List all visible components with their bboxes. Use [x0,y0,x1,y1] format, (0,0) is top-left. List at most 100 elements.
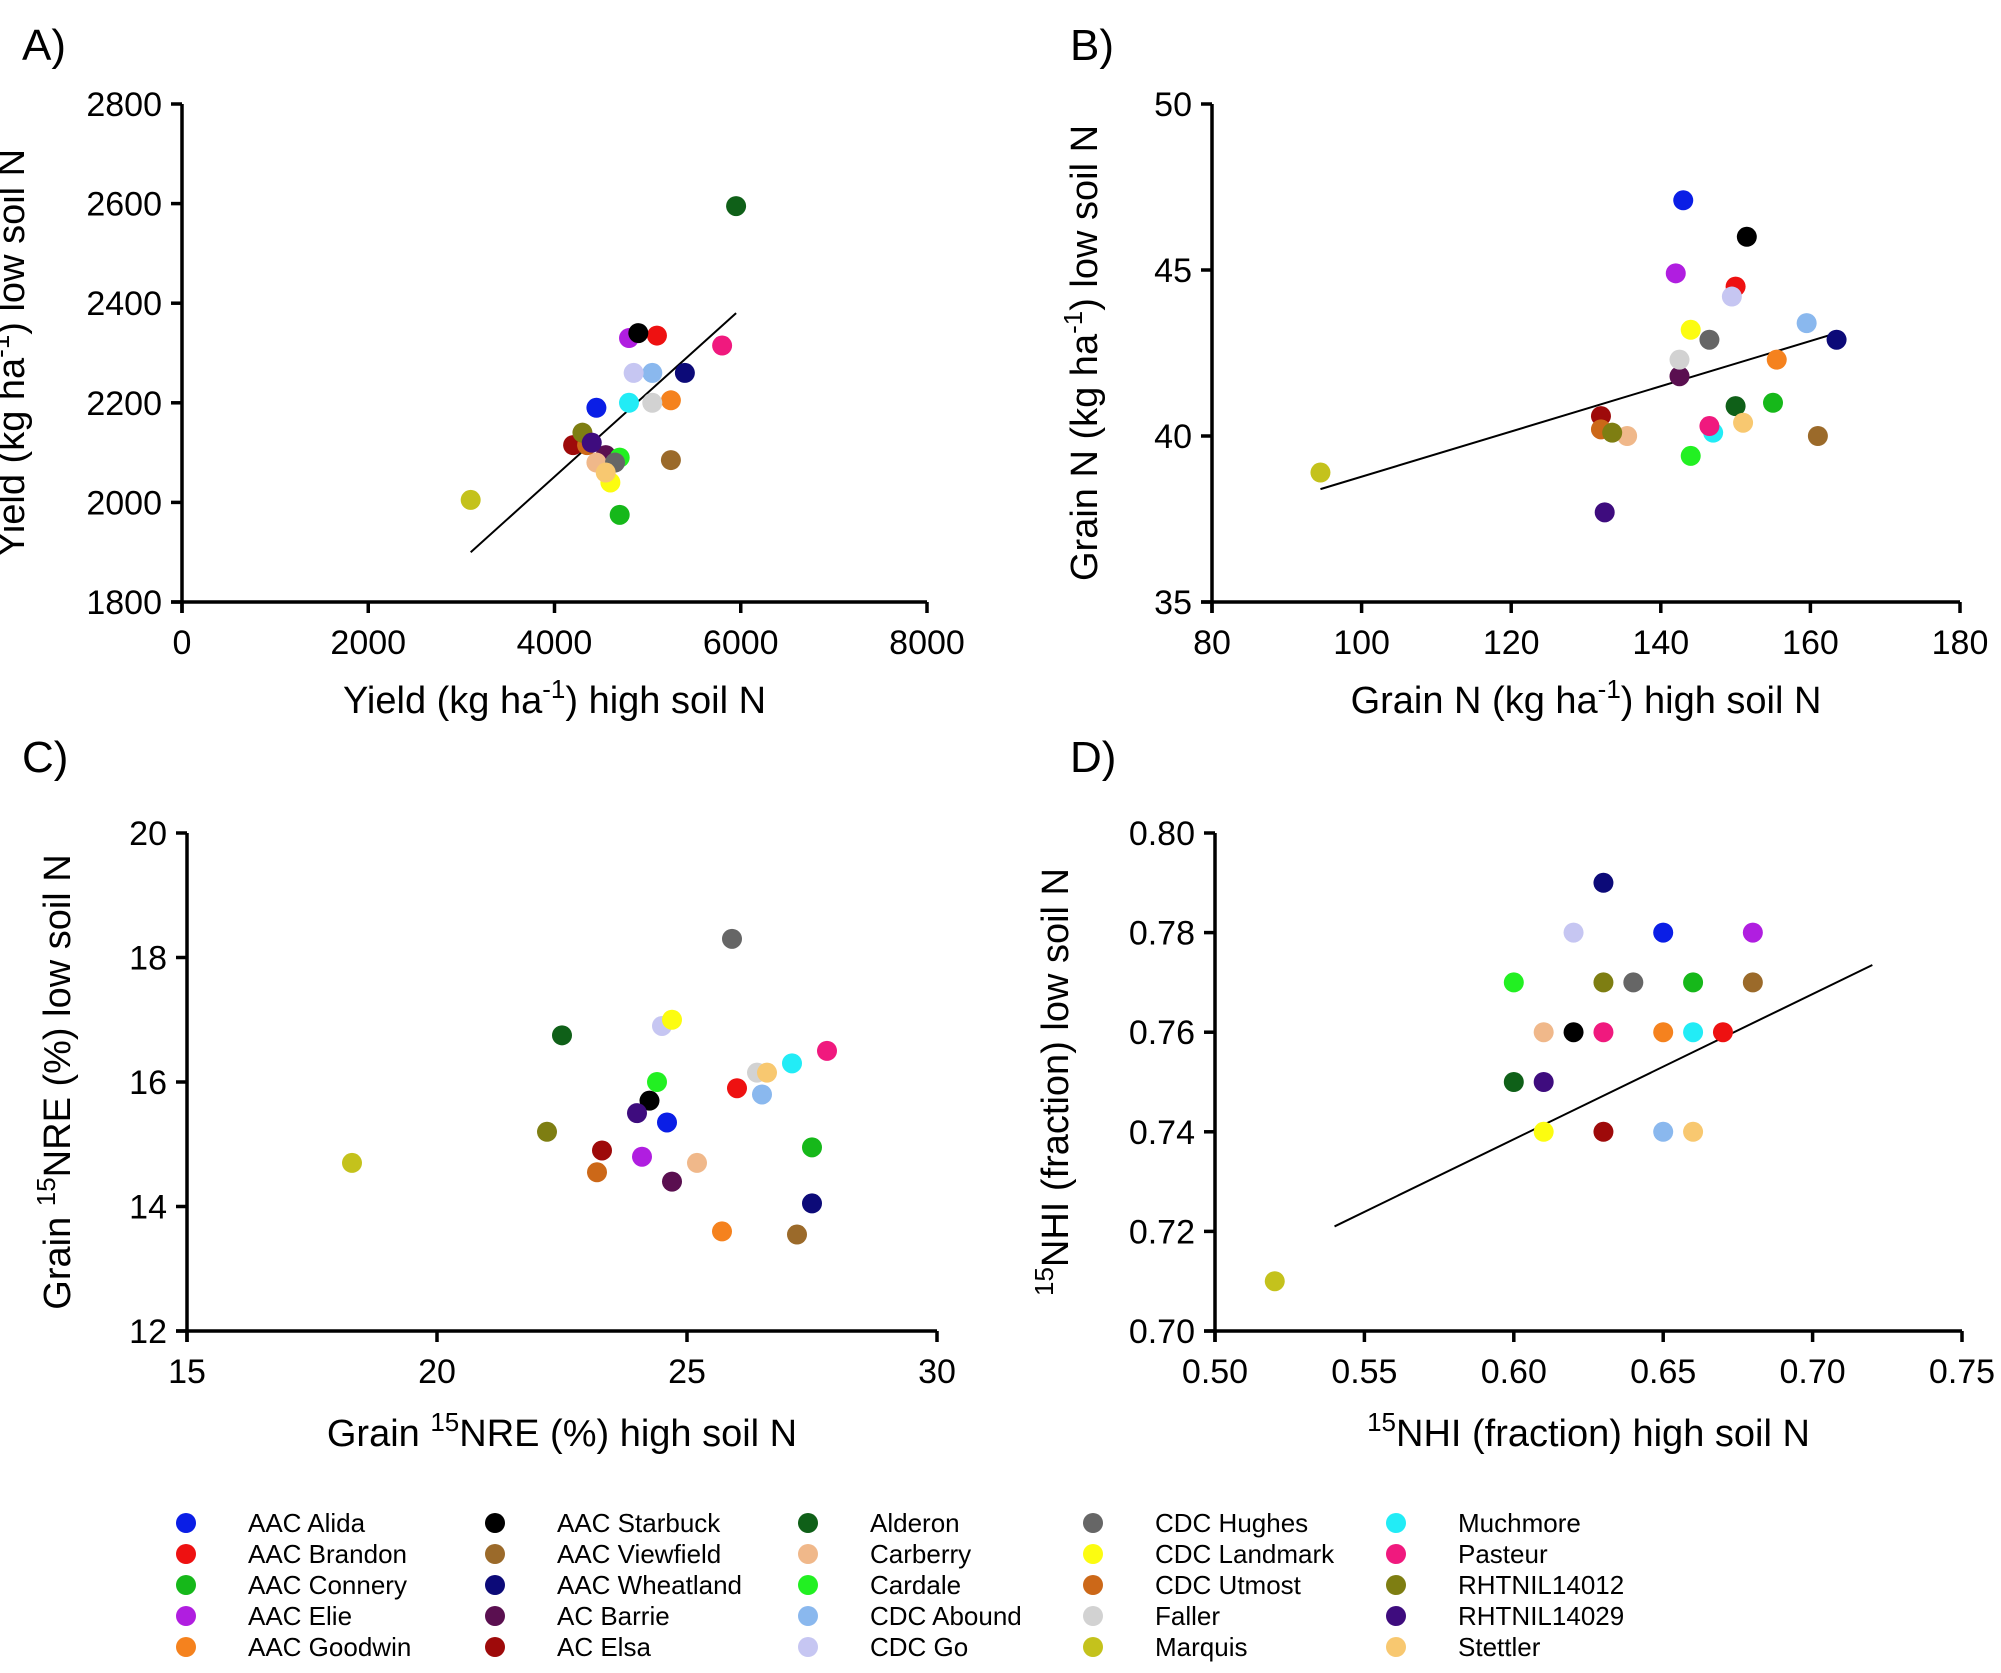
x-tick-label: 0 [173,624,192,662]
legend-item-alderon: Alderon [798,1508,960,1538]
point-aac-wheatland [1593,872,1614,893]
point-rhtnil14029 [627,1103,647,1124]
point-alderon [1503,1072,1524,1092]
point-stettler [595,462,616,483]
legend-label: AAC Starbuck [557,1508,721,1538]
y-axis-title: Grain 15NRE (%) low soil N [31,854,79,1309]
y-tick-label: 2600 [86,186,162,224]
y-tick-label: 1800 [86,584,162,622]
legend-item-muchmore: Muchmore [1386,1508,1581,1538]
panel-d: D) 0.70 0.72 0.74 0.76 0.78 0.80 0.50 0.55 0.60 0.… [1029,733,1995,1455]
x-axis-title: Grain N (kg ha-1) high soil N [1351,674,1822,722]
point-cdc-go [1721,286,1742,307]
point-rhtnil14012 [1593,972,1614,993]
x-tick-label: 100 [1333,624,1390,662]
legend-label: RHTNIL14029 [1458,1601,1624,1631]
x-tick-label: 0.55 [1331,1353,1397,1391]
point-aac-starbuck [628,323,649,344]
legend-marker [798,1544,818,1564]
legend-marker [798,1513,818,1533]
point-aac-brandon [727,1078,747,1099]
y-tick-label: 0.78 [1129,915,1195,953]
legend-item-marquis: Marquis [1083,1632,1247,1662]
panel-b: B) 35 40 45 50 80 100 120 140 160 180 Grain N (kg h… [1058,21,1988,722]
x-tick-label: 6000 [703,624,779,662]
x-tick-label: 20 [418,1353,456,1391]
point-aac-viewfield [787,1224,807,1245]
point-cardale [1680,445,1701,466]
point-cdc-hughes [1623,972,1644,993]
legend-item-aac-wheatland: AAC Wheatland [485,1570,742,1600]
y-axis-title: 15NHI (fraction) low soil N [1029,868,1077,1296]
panels: A) 1800 2000 2200 2400 2600 2800 0 2000 4000 6000 8… [0,21,1995,1455]
point-carberry [1533,1022,1554,1043]
y-tick-label: 2000 [86,484,162,522]
point-faller [642,392,663,413]
y-tick-label: 20 [129,815,167,853]
legend-item-cdc-utmost: CDC Utmost [1083,1570,1302,1600]
point-aac-alida [657,1112,677,1133]
legend-item-ac-elsa: AC Elsa [485,1632,651,1662]
legend-marker [1083,1637,1103,1657]
point-cdc-go [1563,922,1584,943]
point-rhtnil14029 [1594,502,1615,523]
legend-marker [1386,1544,1406,1564]
point-aac-alida [1673,190,1694,211]
legend-marker [1386,1637,1406,1657]
point-muchmore [619,392,639,413]
legend-marker [1083,1606,1103,1626]
legend-marker [1386,1606,1406,1626]
point-cdc-utmost [587,1162,607,1183]
point-alderon [726,196,747,217]
y-tick-label: 0.74 [1129,1114,1195,1152]
point-cdc-hughes [1699,329,1720,350]
point-ac-barrie [662,1171,682,1192]
x-tick-label: 0.50 [1182,1353,1248,1391]
legend-item-rhtnil14012: RHTNIL14012 [1386,1570,1624,1600]
y-tick-label: 2200 [86,385,162,423]
point-cdc-abound [642,362,663,383]
point-rhtnil14029 [1533,1072,1554,1092]
point-muchmore [782,1053,802,1074]
legend-item-aac-goodwin: AAC Goodwin [176,1632,411,1662]
legend-label: CDC Go [870,1632,968,1662]
point-cdc-abound [1653,1121,1674,1142]
regression-line [1320,332,1837,491]
legend-marker [1386,1513,1406,1533]
legend-item-aac-viewfield: AAC Viewfield [485,1539,721,1569]
point-aac-starbuck [639,1090,660,1111]
y-tick-label: 18 [129,940,167,978]
legend-item-aac-connery: AAC Connery [176,1570,407,1600]
point-cdc-landmark [1533,1121,1554,1142]
regression-line [1334,964,1873,1228]
point-ac-barrie [1669,366,1690,387]
point-aac-goodwin [660,390,681,411]
legend-marker [176,1606,196,1626]
point-rhtnil14012 [1602,422,1623,443]
point-alderon [1725,396,1746,417]
point-aac-starbuck [1563,1022,1584,1043]
point-aac-goodwin [1653,1022,1674,1043]
point-cdc-abound [752,1084,772,1105]
legend-label: AAC Goodwin [248,1632,411,1662]
legend-label: AC Barrie [557,1601,670,1631]
legend-marker [798,1637,818,1657]
panel-label: D) [1070,733,1116,782]
legend-label: CDC Utmost [1155,1570,1302,1600]
legend-item-cdc-abound: CDC Abound [798,1601,1022,1631]
point-stettler [1683,1121,1704,1142]
point-aac-wheatland [674,362,695,383]
x-tick-label: 120 [1483,624,1540,662]
x-tick-label: 2000 [330,624,406,662]
point-stettler [757,1062,777,1083]
point-cdc-hughes [722,928,742,949]
legend-label: AAC Elie [248,1601,352,1631]
point-rhtnil14029 [581,432,602,453]
point-cdc-landmark [662,1009,682,1030]
legend-marker [176,1544,196,1564]
x-tick-label: 8000 [889,624,965,662]
point-muchmore [1683,1022,1704,1043]
x-axis-title: Grain 15NRE (%) high soil N [327,1407,797,1455]
legend-label: CDC Landmark [1155,1539,1335,1569]
legend-item-aac-brandon: AAC Brandon [176,1539,407,1569]
